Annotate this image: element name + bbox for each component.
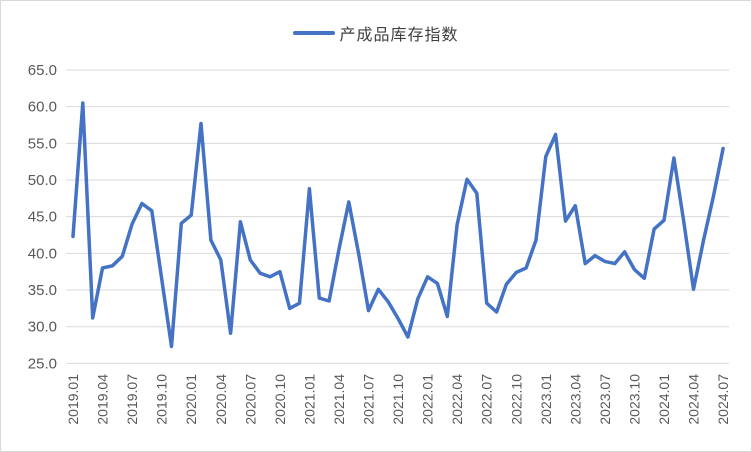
x-axis-label-2021.04: 2021.04 — [331, 374, 347, 425]
y-axis-label-55.0: 55.0 — [28, 135, 57, 152]
legend-label: 产成品库存指数 — [339, 27, 459, 44]
y-axis-label-45.0: 45.0 — [28, 209, 57, 226]
y-axis-label-40.0: 40.0 — [28, 245, 57, 262]
y-axis-label-25.0: 25.0 — [28, 355, 57, 372]
x-axis-label-2022.04: 2022.04 — [449, 374, 465, 425]
x-axis-label-2019.04: 2019.04 — [95, 374, 111, 425]
x-axis-label-2022.10: 2022.10 — [508, 374, 524, 425]
x-axis-label-2021.10: 2021.10 — [390, 374, 406, 425]
x-axis-label-2023.04: 2023.04 — [567, 374, 583, 425]
y-axis-label-65.0: 65.0 — [28, 62, 57, 79]
x-axis-label-2021.07: 2021.07 — [361, 374, 377, 425]
x-axis-label-2022.01: 2022.01 — [420, 374, 436, 425]
legend-line-swatch — [293, 31, 336, 35]
x-axis-label-2024.07: 2024.07 — [715, 374, 731, 425]
x-axis-label-2023.01: 2023.01 — [538, 374, 554, 425]
y-axis-label-30.0: 30.0 — [28, 319, 57, 336]
y-axis-label-35.0: 35.0 — [28, 282, 57, 299]
x-axis-label-2020.10: 2020.10 — [272, 374, 288, 425]
y-axis-label-60.0: 60.0 — [28, 99, 57, 116]
x-axis-label-2020.04: 2020.04 — [213, 374, 229, 425]
chart-legend: 产成品库存指数 — [1, 21, 751, 45]
x-axis-label-2023.07: 2023.07 — [597, 374, 613, 425]
x-axis-label-2019.07: 2019.07 — [124, 374, 140, 425]
x-axis-label-2024.01: 2024.01 — [656, 374, 672, 425]
x-axis-label-2020.07: 2020.07 — [242, 374, 258, 425]
series-line-产成品库存指数 — [71, 101, 725, 349]
y-axis-label-50.0: 50.0 — [28, 172, 57, 189]
x-axis-label-2019.10: 2019.10 — [154, 374, 170, 425]
x-axis-label-2022.07: 2022.07 — [479, 374, 495, 425]
x-axis-label-2021.01: 2021.01 — [301, 374, 317, 425]
x-axis-label-2023.10: 2023.10 — [626, 374, 642, 425]
x-axis-label-2019.01: 2019.01 — [65, 374, 81, 425]
x-axis-label-2024.04: 2024.04 — [686, 374, 702, 425]
x-axis-label-2020.01: 2020.01 — [183, 374, 199, 425]
